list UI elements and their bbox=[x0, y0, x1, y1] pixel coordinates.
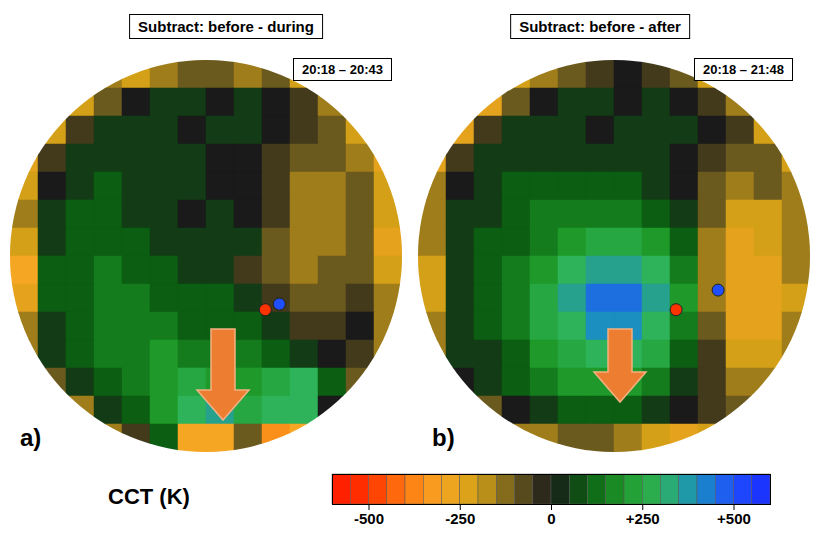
svg-text:+500: +500 bbox=[717, 510, 751, 527]
html-text:a): a) bbox=[20, 424, 42, 451]
html-text:Subtract: before - after: Subtract: before - after bbox=[519, 18, 681, 35]
svg-text:-500: -500 bbox=[354, 510, 384, 527]
html-text:CCT (K): CCT (K) bbox=[108, 484, 190, 509]
svg-text:+250: +250 bbox=[626, 510, 660, 527]
html-text:b): b) bbox=[432, 424, 455, 451]
html-text:20:18 – 20:43: 20:18 – 20:43 bbox=[302, 62, 383, 77]
html-text:Subtract: before - during: Subtract: before - during bbox=[138, 18, 314, 35]
svg-text:-250: -250 bbox=[445, 510, 475, 527]
svg-text:0: 0 bbox=[547, 510, 555, 527]
html-text:20:18 – 21:48: 20:18 – 21:48 bbox=[703, 62, 784, 77]
